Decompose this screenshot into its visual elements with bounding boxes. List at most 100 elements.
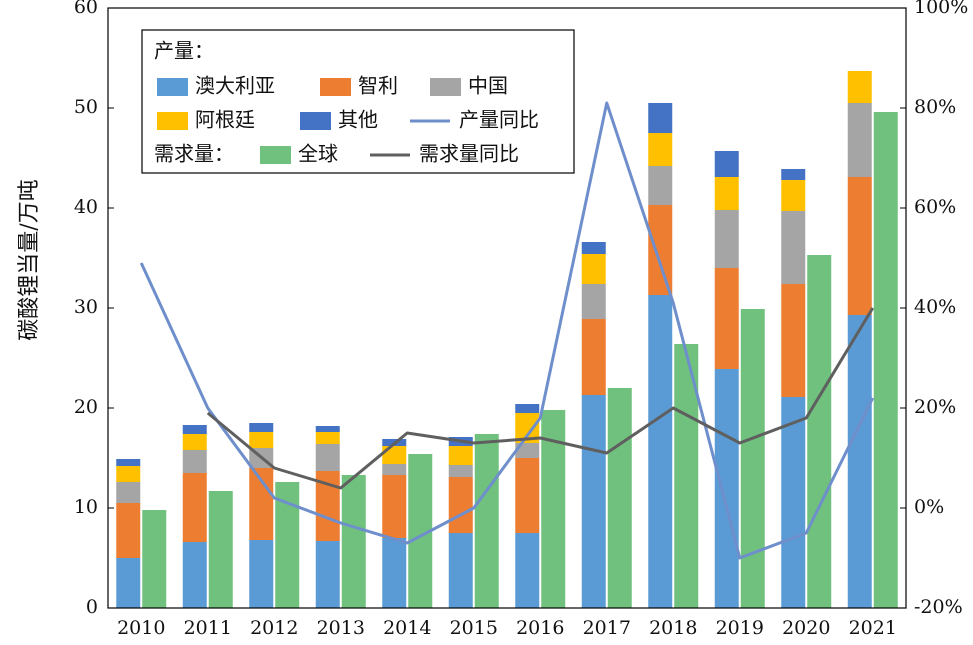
bar-2015-series-1	[448, 477, 473, 533]
bar-2019-series-4	[714, 151, 739, 177]
bar-layer	[116, 71, 898, 608]
bar-2012-series-3	[249, 432, 274, 448]
bar-2010-series-4	[116, 459, 141, 466]
x-tick-label: 2014	[383, 617, 431, 639]
x-tick-label: 2019	[716, 617, 764, 639]
bar-2021-series-3	[847, 71, 872, 103]
bar-2011-series-1	[182, 473, 207, 542]
legend-swatch	[157, 78, 188, 96]
bar-2016-series-0	[515, 533, 540, 608]
bar-2014-series-1	[382, 475, 407, 538]
y2-tick-label: 0%	[914, 496, 944, 518]
y-tick-label: 0	[86, 596, 98, 618]
y2-tick-label: 20%	[914, 396, 956, 418]
bar-2020-series-3	[781, 180, 806, 211]
x-tick-label: 2018	[649, 617, 697, 639]
bar-2018-series-1	[648, 205, 673, 295]
bar-2010-series-1	[116, 503, 141, 558]
legend-swatch	[300, 112, 331, 130]
bar-2010-series-0	[116, 558, 141, 608]
legend-swatch	[430, 78, 461, 96]
legend-production-heading: 产量：	[154, 39, 214, 63]
bar-2018-series-3	[648, 133, 673, 166]
bar-2019-series-1	[714, 268, 739, 369]
bar-2011-series-3	[182, 434, 207, 450]
bar-2010-series-2	[116, 482, 141, 503]
bar-2015-demand	[474, 434, 499, 608]
y-tick-label: 60	[74, 0, 98, 18]
x-tick-label: 2015	[450, 617, 498, 639]
legend-label: 全球	[298, 142, 338, 166]
bar-2014-series-0	[382, 538, 407, 608]
bar-2013-series-2	[315, 444, 340, 471]
y2-tick-label: 40%	[914, 296, 956, 318]
line-series-0	[139, 101, 875, 560]
bar-2010-series-3	[116, 466, 141, 482]
bar-2020-series-1	[781, 284, 806, 397]
bar-2011-series-4	[182, 425, 207, 434]
legend-label: 阿根廷	[195, 108, 255, 132]
bar-2017-series-4	[581, 242, 606, 254]
x-tick-label: 2020	[782, 617, 830, 639]
line-layer	[139, 101, 875, 560]
legend-label: 需求量同比	[419, 142, 519, 166]
bar-2016-series-1	[515, 458, 540, 533]
bar-2016-series-4	[515, 404, 540, 413]
y2-tick-label: 80%	[914, 96, 956, 118]
bar-2016-series-2	[515, 443, 540, 458]
y2-tick-label: -20%	[914, 596, 963, 618]
bar-2013-series-3	[315, 432, 340, 444]
y-tick-label: 30	[74, 296, 98, 318]
bar-2018-series-4	[648, 103, 673, 133]
legend-swatch	[260, 146, 291, 164]
y-tick-label: 50	[74, 96, 98, 118]
bar-2013-series-0	[315, 541, 340, 608]
bar-2017-series-1	[581, 319, 606, 395]
legend-label: 智利	[358, 74, 398, 98]
bar-2021-series-0	[847, 315, 872, 608]
bar-2013-demand	[341, 475, 366, 608]
bar-2011-series-2	[182, 450, 207, 473]
bar-2020-series-4	[781, 169, 806, 180]
bar-2019-series-3	[714, 177, 739, 210]
bar-2010-demand	[142, 510, 167, 608]
bar-2021-series-1	[847, 177, 872, 315]
bar-2011-series-0	[182, 542, 207, 608]
bar-2020-series-2	[781, 211, 806, 284]
x-tick-label: 2013	[317, 617, 365, 639]
bar-2014-series-3	[382, 446, 407, 464]
legend-label: 产量同比	[459, 108, 539, 132]
legend-label: 澳大利亚	[195, 74, 275, 98]
bar-2019-demand	[740, 309, 765, 608]
legend-swatch	[157, 112, 188, 130]
bar-2018-series-0	[648, 295, 673, 608]
y-tick-label: 10	[74, 496, 98, 518]
y-tick-label: 20	[74, 396, 98, 418]
bar-2017-series-2	[581, 284, 606, 319]
legend-swatch	[320, 78, 351, 96]
bar-2015-series-2	[448, 465, 473, 477]
x-tick-label: 2017	[583, 617, 631, 639]
axes-layer: 0 10 20 30 40 50 60 -20% 0% 20% 40% 60% 80% 100% 2010 2…	[74, 0, 969, 639]
bar-2021-demand	[873, 112, 898, 608]
bar-2019-series-0	[714, 369, 739, 608]
legend-demand-heading: 需求量：	[154, 142, 234, 166]
bar-2020-demand	[807, 255, 832, 608]
bar-2015-series-3	[448, 446, 473, 465]
bar-2012-series-0	[249, 540, 274, 608]
x-tick-label: 2011	[184, 617, 232, 639]
bar-2021-series-2	[847, 103, 872, 177]
x-tick-label: 2012	[250, 617, 298, 639]
line-series-1	[206, 307, 875, 490]
legend-label: 其他	[338, 108, 378, 132]
bar-2015-series-0	[448, 533, 473, 608]
bar-2017-demand	[607, 388, 632, 608]
x-tick-label: 2021	[849, 617, 897, 639]
x-tick-label: 2016	[516, 617, 564, 639]
y-axis-label: 碳酸锂当量/万吨	[17, 179, 42, 340]
bar-2012-series-4	[249, 423, 274, 432]
legend-box	[141, 29, 575, 174]
bar-2017-series-3	[581, 254, 606, 284]
